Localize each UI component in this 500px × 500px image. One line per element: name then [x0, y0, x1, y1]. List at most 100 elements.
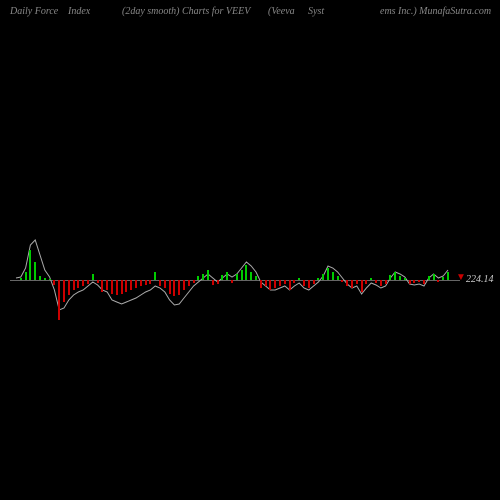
force-bar — [154, 272, 156, 280]
force-bar — [188, 280, 190, 286]
force-bar — [351, 280, 353, 288]
force-bar — [274, 280, 276, 288]
force-bar — [303, 280, 305, 286]
value-arrow-icon: ▼ — [456, 272, 466, 283]
force-bar — [217, 280, 219, 284]
force-bar — [399, 276, 401, 280]
force-bar — [207, 270, 209, 280]
force-bar — [337, 276, 339, 280]
header-ticker-1: (Veeva — [268, 6, 295, 17]
force-bar — [437, 280, 439, 282]
force-bar — [317, 278, 319, 280]
force-bar — [183, 280, 185, 290]
force-bar — [279, 280, 281, 286]
force-bar — [260, 280, 262, 288]
force-bar — [327, 268, 329, 280]
force-index-chart — [10, 30, 460, 470]
force-bar — [197, 276, 199, 280]
header-subtitle-1: (2day smooth) Charts for VEEV — [122, 6, 250, 17]
force-bar — [125, 280, 127, 292]
force-bar — [361, 280, 363, 292]
force-bar — [68, 280, 70, 295]
force-bar — [149, 280, 151, 284]
force-bar — [101, 280, 103, 292]
force-bar — [389, 275, 391, 280]
force-bar — [159, 280, 161, 286]
force-bar — [447, 272, 449, 280]
force-bar — [380, 280, 382, 286]
force-bar — [20, 278, 22, 280]
current-value-label: 224.14 — [466, 274, 494, 285]
force-bar — [313, 280, 315, 284]
force-bar — [39, 276, 41, 280]
force-bar — [44, 278, 46, 280]
force-bar — [423, 280, 425, 284]
force-bar — [173, 280, 175, 296]
force-bar — [178, 280, 180, 295]
force-bar — [77, 280, 79, 288]
force-bar — [121, 280, 123, 294]
force-bar — [202, 274, 204, 280]
force-bar — [265, 280, 267, 286]
force-bar — [164, 280, 166, 288]
chart-header: Daily Force Index (2day smooth) Charts f… — [0, 6, 500, 22]
force-bar — [375, 280, 377, 283]
force-bar — [332, 272, 334, 280]
header-title-1: Daily Force — [10, 6, 58, 17]
force-bar — [284, 280, 286, 284]
force-bar — [308, 280, 310, 288]
force-bar — [385, 280, 387, 284]
force-bar — [58, 280, 60, 320]
force-bar — [365, 280, 367, 284]
force-bar — [49, 279, 51, 280]
force-bar — [413, 280, 415, 283]
force-bar — [106, 280, 108, 290]
force-bar — [111, 280, 113, 294]
force-bar — [442, 277, 444, 280]
force-bar — [212, 280, 214, 285]
force-bar — [322, 274, 324, 280]
force-bar — [428, 276, 430, 280]
force-bar — [82, 280, 84, 286]
force-bar — [231, 280, 233, 283]
force-bar — [130, 280, 132, 290]
force-bar — [394, 272, 396, 280]
force-bar — [140, 280, 142, 286]
force-bar — [34, 262, 36, 280]
force-bar — [53, 280, 55, 285]
force-bar — [245, 265, 247, 280]
force-bar — [221, 275, 223, 280]
force-bar — [92, 274, 94, 280]
force-bar — [226, 272, 228, 280]
force-bar — [346, 280, 348, 286]
force-bar — [236, 274, 238, 280]
force-bar — [293, 280, 295, 283]
force-bar — [25, 272, 27, 280]
header-ticker-2: Syst — [308, 6, 324, 17]
force-bar — [255, 276, 257, 280]
force-bar — [97, 280, 99, 283]
force-bar — [116, 280, 118, 295]
force-bar — [193, 280, 195, 283]
force-bar — [341, 280, 343, 282]
header-source: ems Inc.) MunafaSutra.com — [380, 6, 491, 17]
force-bar — [241, 270, 243, 280]
force-bar — [433, 274, 435, 280]
force-bar — [145, 280, 147, 285]
force-bar — [87, 280, 89, 284]
force-bar — [298, 278, 300, 280]
force-bar — [169, 280, 171, 294]
force-bar — [289, 280, 291, 290]
force-bar — [269, 280, 271, 290]
force-bar — [250, 272, 252, 280]
force-bar — [29, 250, 31, 280]
force-bar — [135, 280, 137, 288]
force-bar — [418, 280, 420, 282]
force-bar — [404, 278, 406, 280]
force-bar — [63, 280, 65, 302]
header-title-2: Index — [68, 6, 90, 17]
smooth-line-overlay — [10, 30, 460, 470]
force-bar — [356, 280, 358, 284]
force-bar — [73, 280, 75, 290]
force-bar — [370, 278, 372, 280]
